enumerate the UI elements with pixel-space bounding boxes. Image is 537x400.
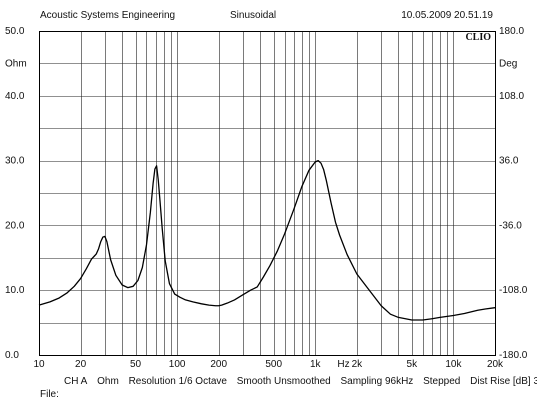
file-label: File: [40,389,59,400]
y2-tick-label: 180.0 [499,26,524,37]
sampling-label: Sampling 96kHz [340,376,414,387]
dist-rise-label: Dist Rise [dB] 30.00 [470,376,537,387]
y2-axis-label: Deg [499,58,517,69]
x-tick-label: 10 [33,359,45,370]
y-tick-label: 40.0 [5,91,25,102]
resolution-label: Resolution 1/6 Octave [128,376,227,387]
y-tick-label: 30.0 [5,156,25,167]
y-tick-label: 0.0 [5,350,19,361]
x-tick-label: 50 [130,359,142,370]
signal-type: Sinusoidal [230,10,277,21]
company-name: Acoustic Systems Engineering [40,10,176,21]
x-tick-label: 500 [265,359,282,370]
y2-tick-label: -180.0 [499,350,528,361]
x-tick-label: 10k [445,359,462,370]
x-tick-label: 2k [352,359,364,370]
measurement-timestamp: 10.05.2009 20.51.19 [401,10,493,21]
impedance-series-line [38,159,496,321]
unit-label: Ohm [97,376,119,387]
plot-frame [39,31,496,356]
y2-tick-label: 108.0 [499,91,524,102]
x-axis-label: Hz [337,359,349,370]
y2-tick-label: -108.0 [499,285,528,296]
tick-labels: 10 20 50 100 200 500 1k 2k 5k 10k 20k 0.0 10.0 20.0 30… [5,26,528,370]
clio-logo: CLIO [465,32,491,43]
y-tick-label: 20.0 [5,220,25,231]
channel-label: CH A [64,376,88,387]
y-axis-label: Ohm [5,58,27,69]
series-group [38,159,496,321]
y2-tick-label: 36.0 [499,156,519,167]
x-tick-label: 1k [310,359,322,370]
measurement-settings: CH A Ohm Resolution 1/6 Octave Smooth Un… [64,376,537,387]
x-tick-label: 100 [169,359,186,370]
x-tick-label: 20 [75,359,87,370]
y-tick-label: 10.0 [5,285,25,296]
x-tick-label: 5k [407,359,419,370]
smoothing-label: Smooth Unsmoothed [236,376,331,387]
x-tick-label: 20k [487,359,504,370]
chart-grid [39,31,496,356]
y2-tick-label: -36.0 [499,220,522,231]
y-tick-label: 50.0 [5,26,25,37]
stepped-label: Stepped [423,376,461,387]
x-tick-label: 200 [210,359,227,370]
